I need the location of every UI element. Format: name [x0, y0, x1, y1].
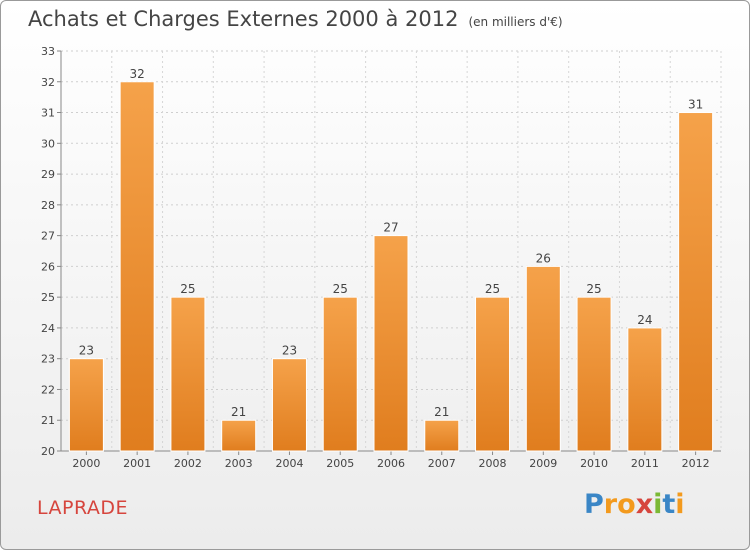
- x-tick-label-2000: 2000: [72, 457, 100, 470]
- bar-2007: [424, 419, 460, 452]
- data-label-2006: 27: [383, 221, 398, 235]
- bar-2006: [373, 235, 409, 452]
- bar-2008: [475, 296, 511, 452]
- data-label-2009: 26: [536, 251, 551, 265]
- axes: 20 21 22 23 24 25 26 27 28 29 30 31 32 33 2000 2001 2002…: [41, 45, 721, 470]
- y-tick-label: 31: [41, 107, 55, 120]
- bar-2005: [322, 296, 358, 452]
- x-tick-label-2012: 2012: [682, 457, 710, 470]
- bar-2004: [271, 358, 307, 452]
- data-label-2000: 23: [79, 344, 94, 358]
- y-tick-label: 20: [41, 445, 55, 458]
- x-tick-label-2008: 2008: [479, 457, 507, 470]
- logo-letter: i: [653, 489, 663, 520]
- bar-2012: [678, 112, 714, 452]
- bar-2002: [170, 296, 206, 452]
- bar-2000: [68, 358, 104, 452]
- y-tick-label: 25: [41, 291, 55, 304]
- y-tick-label: 32: [41, 76, 55, 89]
- data-label-2007: 21: [434, 405, 449, 419]
- data-label-2001: 32: [130, 67, 145, 81]
- x-tick-label-2011: 2011: [631, 457, 659, 470]
- bar-2001: [119, 81, 155, 452]
- data-label-2008: 25: [485, 282, 500, 296]
- bars: [68, 81, 714, 452]
- x-tick-label-2007: 2007: [428, 457, 456, 470]
- chart-subtitle: (en milliers d'€): [468, 15, 563, 29]
- bar-2010: [576, 296, 612, 452]
- logo-letter: t: [662, 489, 676, 520]
- y-tick-label: 28: [41, 199, 55, 212]
- logo-letter: o: [617, 489, 636, 520]
- data-label-2004: 23: [282, 344, 297, 358]
- data-labels: 23 32 25 21 23 25 27 21 25 26 25 24 31: [79, 67, 704, 419]
- y-tick-label: 27: [41, 230, 55, 243]
- data-label-2005: 25: [333, 282, 348, 296]
- data-label-2003: 21: [231, 405, 246, 419]
- bar-2009: [525, 265, 561, 452]
- y-tick-label: 24: [41, 322, 55, 335]
- bar-2011: [627, 327, 663, 452]
- logo-letter: r: [603, 489, 618, 520]
- data-label-2010: 25: [586, 282, 601, 296]
- bar-2003: [221, 419, 257, 452]
- y-tick-label: 22: [41, 383, 55, 396]
- logo-letter: i: [675, 489, 685, 520]
- x-tick-label-2004: 2004: [275, 457, 303, 470]
- x-tick-label-2002: 2002: [174, 457, 202, 470]
- x-tick-label-2010: 2010: [580, 457, 608, 470]
- chart-title: Achats et Charges Externes 2000 à 2012 (e…: [28, 7, 563, 31]
- location-label: LAPRADE: [37, 497, 129, 519]
- x-tick-label-2003: 2003: [225, 457, 253, 470]
- logo-letter: x: [635, 489, 654, 520]
- y-tick-label: 26: [41, 260, 55, 273]
- x-tick-label-2006: 2006: [377, 457, 405, 470]
- y-tick-label: 21: [41, 414, 55, 427]
- x-tick-label-2005: 2005: [326, 457, 354, 470]
- y-tick-label: 33: [41, 45, 55, 58]
- x-tick-label-2001: 2001: [123, 457, 151, 470]
- data-label-2011: 24: [637, 313, 652, 327]
- data-label-2012: 31: [688, 98, 703, 112]
- y-tick-label: 23: [41, 353, 55, 366]
- logo-letter: P: [584, 489, 604, 520]
- chart-title-text: Achats et Charges Externes 2000 à 2012: [28, 7, 459, 31]
- y-tick-label: 29: [41, 168, 55, 181]
- data-label-2002: 25: [180, 282, 195, 296]
- x-tick-label-2009: 2009: [529, 457, 557, 470]
- proxiti-logo: Proxiti: [584, 489, 685, 520]
- y-tick-label: 30: [41, 137, 55, 150]
